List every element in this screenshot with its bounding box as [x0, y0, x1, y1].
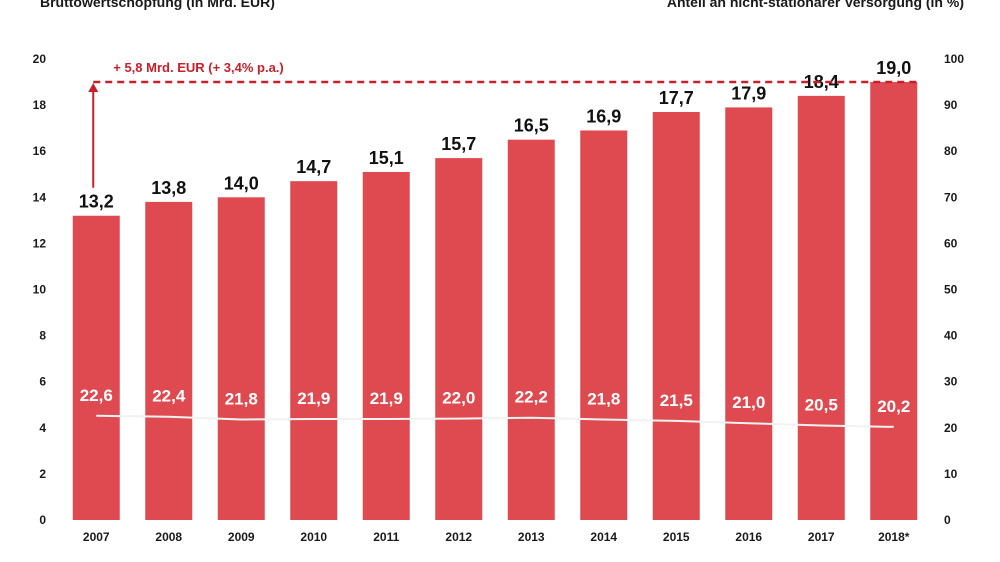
- category-label: 2010: [300, 530, 327, 544]
- left-axis-title: Bruttowertschöpfung (in Mrd. EUR): [40, 0, 275, 10]
- category-label: 2013: [518, 530, 545, 544]
- bar-value-label: 15,1: [369, 148, 404, 168]
- bar-value-label: 16,5: [514, 116, 549, 136]
- right-tick-label: 90: [944, 98, 958, 112]
- category-label: 2017: [808, 530, 835, 544]
- share-value-label: 21,9: [297, 389, 330, 408]
- category-label: 2007: [83, 530, 110, 544]
- left-tick-label: 2: [39, 467, 46, 481]
- category-label: 2015: [663, 530, 690, 544]
- growth-annotation-text: + 5,8 Mrd. EUR (+ 3,4% p.a.): [113, 60, 284, 75]
- bar-value-label: 17,9: [731, 83, 766, 103]
- bar: [145, 201, 193, 520]
- category-label: 2014: [590, 530, 617, 544]
- right-tick-label: 40: [944, 329, 958, 343]
- bar: [290, 181, 338, 521]
- bars-group: [72, 82, 918, 521]
- category-label: 2018*: [878, 530, 910, 544]
- bar: [652, 112, 700, 520]
- share-series-line: [96, 414, 894, 428]
- category-label: 2016: [735, 530, 762, 544]
- share-value-label: 21,5: [660, 391, 693, 410]
- bar: [217, 197, 265, 521]
- right-tick-label: 60: [944, 236, 958, 250]
- share-value-label: 21,0: [732, 393, 765, 412]
- left-tick-label: 0: [39, 513, 46, 527]
- right-axis-title: Anteil an nicht-stationärer Versorgung (…: [666, 0, 964, 10]
- right-tick-label: 30: [944, 375, 958, 389]
- left-tick-label: 12: [33, 236, 47, 250]
- share-value-label: 21,8: [587, 390, 620, 409]
- bar-value-label: 13,2: [79, 192, 114, 212]
- left-tick-label: 10: [33, 283, 47, 297]
- category-labels-group: 2007 2008 2009 2010 2011 2012 2013 2014 2015 2016…: [83, 530, 910, 544]
- bar-value-label: 14,7: [296, 157, 331, 177]
- right-tick-label: 70: [944, 190, 958, 204]
- growth-arrow-head: [88, 83, 99, 93]
- bar: [580, 130, 628, 520]
- category-label: 2012: [445, 530, 472, 544]
- bar-labels-group: 13,2 13,8 14,0 14,7 15,1 15,7 16,5 16,9 17,7 17,9…: [79, 58, 912, 212]
- share-value-label: 22,6: [80, 386, 113, 405]
- left-tick-label: 20: [33, 52, 47, 66]
- left-tick-label: 14: [33, 190, 47, 204]
- bar: [362, 171, 410, 520]
- share-value-label: 20,5: [805, 395, 838, 414]
- bar-value-label: 19,0: [876, 58, 911, 78]
- share-value-label: 21,8: [225, 390, 258, 409]
- share-labels-group: 22,6 22,4 21,8 21,9 21,9 22,0 22,2 21,8 21,5 21,0…: [80, 386, 911, 416]
- bar: [870, 82, 918, 521]
- bar: [797, 95, 845, 520]
- share-value-label: 20,2: [877, 397, 910, 416]
- right-tick-label: 80: [944, 144, 958, 158]
- left-axis-ticks: 0 2 4 6 8 10 12 14 16 18 20: [33, 52, 47, 527]
- left-tick-label: 18: [33, 98, 47, 112]
- category-label: 2009: [228, 530, 255, 544]
- bar-value-label: 13,8: [151, 178, 186, 198]
- left-tick-label: 16: [33, 144, 47, 158]
- growth-annotation: + 5,8 Mrd. EUR (+ 3,4% p.a.): [88, 60, 918, 188]
- bar-value-label: 15,7: [441, 134, 476, 154]
- bar: [72, 215, 120, 521]
- share-value-label: 22,4: [152, 387, 186, 406]
- bar-value-label: 17,7: [659, 88, 694, 108]
- right-tick-label: 20: [944, 421, 958, 435]
- bar-value-label: 16,9: [586, 106, 621, 126]
- bar: [725, 107, 773, 520]
- right-tick-label: 0: [944, 513, 951, 527]
- bar: [507, 139, 555, 521]
- right-tick-label: 50: [944, 283, 958, 297]
- bar-value-label: 18,4: [804, 72, 839, 92]
- share-value-label: 21,9: [370, 389, 403, 408]
- left-tick-label: 6: [39, 375, 46, 389]
- share-line-group: [96, 414, 894, 428]
- bar-value-label: 14,0: [224, 173, 259, 193]
- right-tick-label: 100: [944, 52, 964, 66]
- left-tick-label: 8: [39, 329, 46, 343]
- share-value-label: 22,2: [515, 388, 548, 407]
- category-label: 2008: [155, 530, 182, 544]
- right-axis-ticks: 0 10 20 30 40 50 60 70 80 90 100: [944, 52, 964, 527]
- right-tick-label: 10: [944, 467, 958, 481]
- category-label: 2011: [373, 530, 399, 544]
- left-tick-label: 4: [39, 421, 46, 435]
- bar: [435, 158, 483, 521]
- share-value-label: 22,0: [442, 389, 475, 408]
